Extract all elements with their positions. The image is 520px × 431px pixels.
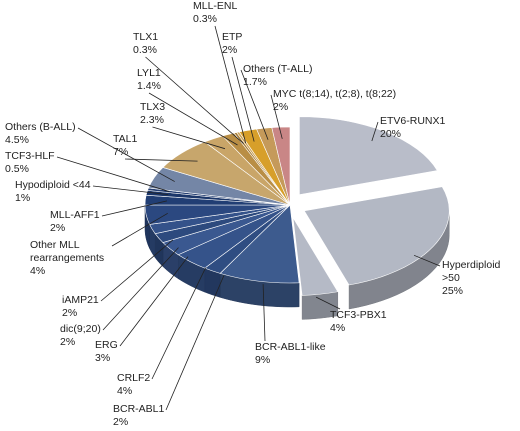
leader-line	[270, 94, 283, 139]
slice	[299, 116, 438, 196]
value-label: 2%	[50, 222, 66, 234]
slice-label: iAMP21 2%	[62, 294, 99, 320]
slice-label: TCF3-HLF 0.5%	[5, 150, 55, 176]
slice-label: TCF3-PBX1 4%	[330, 309, 387, 335]
leader-line	[145, 56, 244, 144]
slice	[271, 126, 291, 206]
slice-label: Hypodiploid <44 1%	[15, 179, 91, 205]
leader-line	[77, 127, 175, 182]
slice-label: MLL-AFF1 2%	[50, 209, 100, 235]
leader-line	[151, 267, 206, 380]
category-label: CRLF2	[117, 372, 151, 384]
leader-line	[214, 25, 247, 144]
leader-line	[165, 275, 225, 411]
value-label: 0.3%	[193, 13, 217, 25]
slice-label: BCR-ABL1 2%	[113, 403, 164, 429]
leader-line	[413, 254, 441, 267]
value-label: 20%	[380, 128, 402, 140]
category-label: TLX3	[140, 101, 166, 113]
value-label: 1.4%	[137, 80, 161, 92]
leader-line	[262, 284, 266, 342]
category-label: ERG	[95, 339, 118, 351]
leader-line	[119, 256, 189, 347]
leader-line	[315, 296, 341, 310]
value-label: 2%	[113, 416, 129, 428]
category-label: TCF3-HLF	[5, 150, 55, 162]
leader-line	[152, 126, 226, 150]
category-label: MLL-ENL	[193, 0, 238, 12]
leader-line	[100, 239, 174, 302]
slice	[292, 217, 339, 296]
category-label: MLL-AFF1	[50, 209, 100, 221]
leader-line	[56, 156, 170, 192]
category-label: Hypodiploid <44	[15, 179, 91, 191]
value-label: 2.3%	[140, 114, 164, 126]
leader-line	[240, 69, 269, 140]
slice-label: BCR-ABL1-like 9%	[255, 341, 326, 367]
value-label: 3%	[95, 352, 111, 364]
category-label: LYL1	[137, 67, 161, 79]
slice-label: Others (B-ALL) 4.5%	[5, 121, 76, 147]
value-label: 0.5%	[5, 163, 29, 175]
category-label: BCR-ABL1	[113, 403, 165, 415]
pie-tops	[144, 116, 450, 296]
category-label: Other MLL rearrangements	[30, 239, 105, 264]
category-label: ETV6-RUNX1	[380, 115, 446, 127]
category-label: Others (T-ALL)	[243, 63, 313, 75]
category-label: Hyperdiploid >50	[442, 259, 501, 284]
slice-label: MYC t(8;14), t(2;8), t(8;22) 2%	[273, 88, 396, 114]
value-label: 25%	[442, 285, 464, 297]
leader-line	[371, 121, 379, 142]
value-label: 2%	[62, 307, 78, 319]
leader-line	[101, 200, 168, 217]
value-label: 2%	[222, 44, 238, 56]
category-label: TLX1	[133, 31, 159, 43]
slice-label: Others (T-ALL) 1.7%	[243, 63, 312, 89]
leader-line	[124, 158, 198, 162]
slice-label: CRLF2 4%	[117, 372, 150, 398]
value-label: 4.5%	[5, 134, 29, 146]
value-label: 1%	[15, 192, 31, 204]
slice-label: dic(9;20) 2%	[60, 323, 101, 349]
slice-label: ERG 3%	[95, 339, 118, 365]
value-label: 4%	[117, 385, 133, 397]
value-label: 1.7%	[243, 76, 267, 88]
category-label: TAL1	[113, 133, 138, 145]
leader-line	[231, 56, 255, 142]
category-label: iAMP21	[62, 294, 99, 306]
value-label: 7%	[113, 146, 129, 158]
slice-label: TAL1 7%	[113, 133, 137, 159]
category-label: MYC t(8;14), t(2;8), t(8;22)	[273, 88, 397, 100]
leader-line	[148, 92, 238, 146]
category-label: BCR-ABL1-like	[255, 341, 326, 353]
slice-label: LYL1 1.4%	[137, 67, 161, 93]
value-label: 4%	[330, 322, 346, 334]
slice-label: TLX1 0.3%	[133, 31, 158, 57]
category-label: Others (B-ALL)	[5, 121, 76, 133]
value-label: 9%	[255, 354, 271, 366]
slice-label: TLX3 2.3%	[140, 101, 165, 127]
leader-line	[102, 247, 179, 331]
slice-label: Other MLL rearrangements 4%	[30, 239, 110, 278]
category-label: dic(9;20)	[60, 323, 101, 335]
slice-label: Hyperdiploid >50 25%	[442, 259, 520, 298]
slice-label: MLL-ENL 0.3%	[193, 0, 237, 26]
slice-label: ETV6-RUNX1 20%	[380, 115, 445, 141]
value-label: 4%	[30, 265, 46, 277]
category-label: TCF3-PBX1	[330, 309, 387, 321]
leader-line	[111, 212, 168, 247]
leader-line	[92, 185, 169, 196]
value-label: 2%	[273, 101, 289, 113]
slice-label: ETP 2%	[222, 31, 242, 57]
slice	[303, 186, 450, 286]
value-label: 2%	[60, 336, 76, 348]
category-label: ETP	[222, 31, 243, 43]
slice	[219, 204, 300, 284]
value-label: 0.3%	[133, 44, 157, 56]
